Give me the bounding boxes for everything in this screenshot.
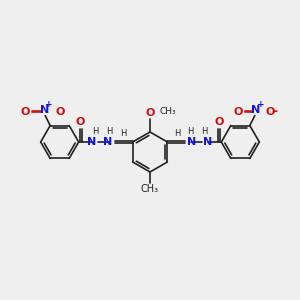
Text: O: O bbox=[266, 106, 275, 116]
Text: CH₃: CH₃ bbox=[159, 107, 175, 116]
Text: +: + bbox=[257, 100, 265, 109]
Text: O: O bbox=[76, 117, 86, 127]
Text: N: N bbox=[251, 104, 260, 115]
Text: H: H bbox=[201, 128, 208, 136]
Text: H: H bbox=[174, 128, 180, 137]
Text: N: N bbox=[187, 137, 196, 147]
Text: H: H bbox=[120, 128, 126, 137]
Text: N: N bbox=[40, 104, 49, 115]
Text: H: H bbox=[92, 128, 99, 136]
Text: N: N bbox=[103, 137, 113, 147]
Text: N: N bbox=[203, 137, 213, 147]
Text: O: O bbox=[145, 108, 155, 118]
Text: O: O bbox=[21, 106, 30, 116]
Text: +: + bbox=[45, 100, 53, 109]
Text: -: - bbox=[273, 105, 278, 118]
Text: O: O bbox=[55, 106, 64, 116]
Text: CH₃: CH₃ bbox=[141, 184, 159, 194]
Text: H: H bbox=[106, 128, 113, 136]
Text: N: N bbox=[87, 137, 97, 147]
Text: H: H bbox=[187, 128, 194, 136]
Text: O: O bbox=[233, 106, 243, 116]
Text: O: O bbox=[214, 117, 224, 127]
